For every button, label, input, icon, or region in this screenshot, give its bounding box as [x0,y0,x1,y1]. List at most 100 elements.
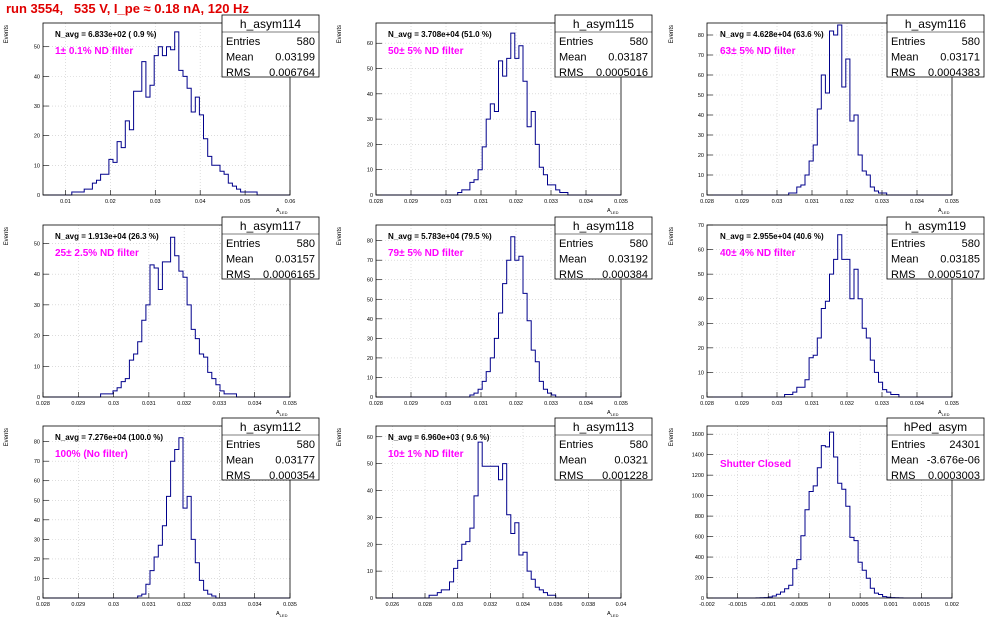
y-tick-label: 80 [698,33,704,39]
x-tick-label: 0.03 [452,602,463,608]
filter-annotation: 50± 5% ND filter [388,46,464,57]
plot-frame [375,224,622,398]
y-tick-label: 20 [367,542,373,548]
x-tick-label: 0.029 [71,401,85,407]
y-tick-label: 50 [698,272,704,278]
stats-mean-label: Mean [891,52,919,64]
plot-frame [706,224,953,398]
x-tick-label: 0.03 [772,401,783,407]
x-tick-label: 0 [828,602,831,608]
pad-h_asym116: 0.028 0.029 0.03 0.031 0.032 0.033 0.034 0.035 0… [669,14,985,215]
x-tick-label: 0.035 [283,401,297,407]
y-tick-label: 20 [698,153,704,159]
x-tick-label: 0.029 [735,199,749,205]
y-tick-label: 1200 [692,473,704,479]
y-tick-label: 40 [34,74,40,80]
stats-entries-label: Entries [559,439,594,451]
y-axis-title: Events [669,428,675,446]
y-tick-label: 10 [367,569,373,575]
stats-rms-value: 0.0005016 [596,67,648,79]
plot-frame [375,22,622,196]
stats-entries-label: Entries [226,439,261,451]
plot-frame [42,22,291,196]
stats-box [554,14,653,78]
x-tick-label: -0.002 [699,602,715,608]
pad-h_asym112: 0.028 0.029 0.03 0.031 0.032 0.033 0.034 0.035 0… [4,417,320,618]
stats-rms-label: RMS [891,470,915,482]
x-tick-label: 0.028 [700,199,714,205]
stats-rms-label: RMS [226,269,250,281]
histogram-name: h_asym113 [573,420,634,434]
x-tick-label: 0.01 [60,199,71,205]
y-tick-label: 50 [367,297,373,303]
x-tick-label: 0.028 [36,602,50,608]
histogram-name: h_asym112 [240,420,301,434]
stats-box [554,417,653,481]
x-tick-label: 0.038 [581,602,595,608]
y-tick-label: 20 [367,142,373,148]
x-tick-label: 0.028 [36,401,50,407]
stats-entries-value: 580 [630,439,648,451]
histogram-name: h_asym117 [240,219,301,233]
y-tick-label: 1400 [692,453,704,459]
x-tick-label: 0.034 [579,199,593,205]
y-tick-label: 40 [34,518,40,524]
stats-mean-value: 0.03199 [275,52,315,64]
y-tick-label: 0 [37,193,40,199]
y-axis-title: Events [669,25,675,43]
x-tick-label: 0.033 [875,199,889,205]
x-tick-label: 0.035 [283,602,297,608]
stats-rms-label: RMS [226,67,250,79]
x-tick-label: 0.029 [71,602,85,608]
x-tick-label: 0.032 [840,401,854,407]
x-tick-label: 0.033 [544,401,558,407]
x-tick-label: -0.0015 [728,602,747,608]
y-tick-label: 50 [367,462,373,468]
y-tick-label: 30 [34,303,40,309]
stats-rms-value: 0.000354 [269,470,315,482]
histogram-line [43,31,290,196]
y-tick-label: 50 [34,45,40,51]
filter-annotation: 100% (No filter) [55,449,128,460]
stats-rms-value: 0.0003003 [928,470,980,482]
x-tick-label: 0.0005 [852,602,869,608]
stats-rms-label: RMS [559,470,583,482]
stats-mean-label: Mean [226,254,254,266]
y-tick-label: 80 [367,239,373,245]
stats-entries-value: 580 [297,439,315,451]
stats-rms-label: RMS [891,67,915,79]
x-tick-label: 0.035 [945,401,959,407]
x-tick-label: 0.031 [474,199,488,205]
stats-rms-value: 0.0004383 [928,67,980,79]
y-tick-label: 60 [367,435,373,441]
x-tick-label: 0.029 [404,199,418,205]
y-tick-label: 60 [698,248,704,254]
stats-entries-value: 580 [297,36,315,48]
stats-mean-label: Mean [559,455,587,467]
y-tick-label: 60 [367,41,373,47]
x-tick-label: 0.034 [248,602,262,608]
x-tick-label: 0.03 [108,401,119,407]
stats-entries-label: Entries [559,36,594,48]
stats-rms-label: RMS [559,269,583,281]
x-tick-label: 0.001 [884,602,898,608]
x-tick-label: 0.03 [150,199,161,205]
y-tick-label: 30 [367,515,373,521]
x-tick-label: 0.031 [142,401,156,407]
y-tick-label: 800 [695,514,704,520]
histogram-name: hPed_asym [904,420,967,434]
y-tick-label: 40 [698,297,704,303]
stats-rms-value: 0.001228 [602,470,648,482]
y-tick-label: 50 [34,498,40,504]
y-tick-label: 80 [34,440,40,446]
x-tick-label: 0.02 [105,199,116,205]
x-tick-label: 0.033 [544,199,558,205]
stats-mean-value: 0.03192 [608,254,648,266]
stats-entries-label: Entries [891,36,926,48]
y-tick-label: 50 [698,93,704,99]
y-tick-label: 30 [698,133,704,139]
y-tick-label: 20 [34,557,40,563]
y-tick-label: 30 [367,336,373,342]
navg-label: N_avg = 6.960e+03 ( 9.6 %) [388,433,490,442]
